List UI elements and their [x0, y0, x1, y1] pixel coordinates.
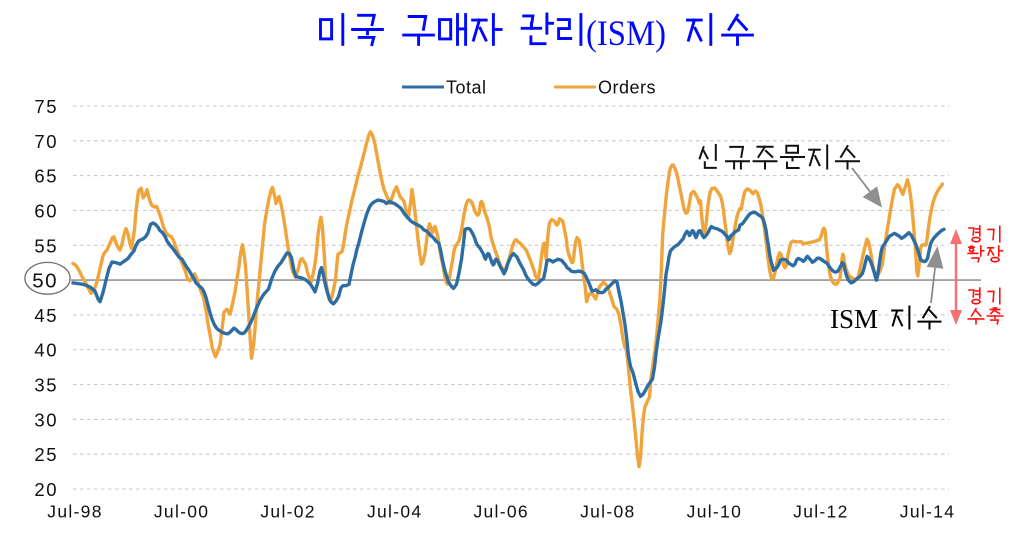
svg-text:Orders: Orders	[598, 78, 656, 98]
svg-text:Jul-14: Jul-14	[900, 502, 955, 522]
svg-text:Jul-98: Jul-98	[47, 502, 102, 522]
svg-text:Total: Total	[446, 78, 487, 98]
svg-text:Jul-12: Jul-12	[793, 502, 848, 522]
svg-text:55: 55	[34, 235, 58, 256]
svg-text:ISM: ISM	[830, 304, 878, 334]
svg-text:(ISM): (ISM)	[586, 13, 666, 53]
svg-text:20: 20	[34, 479, 58, 500]
svg-text:Jul-06: Jul-06	[473, 502, 528, 522]
svg-text:Jul-04: Jul-04	[367, 502, 422, 522]
svg-text:Jul-02: Jul-02	[260, 502, 315, 522]
svg-text:65: 65	[34, 166, 58, 187]
svg-text:40: 40	[34, 340, 58, 361]
svg-text:45: 45	[34, 305, 58, 326]
svg-text:60: 60	[34, 201, 58, 222]
svg-text:Jul-00: Jul-00	[154, 502, 209, 522]
svg-text:50: 50	[32, 270, 58, 293]
svg-text:Jul-08: Jul-08	[580, 502, 635, 522]
svg-text:25: 25	[34, 444, 58, 465]
svg-text:35: 35	[34, 375, 58, 396]
svg-text:Jul-10: Jul-10	[687, 502, 742, 522]
svg-text:75: 75	[34, 96, 58, 117]
svg-text:30: 30	[34, 409, 58, 430]
svg-text:70: 70	[34, 131, 58, 152]
